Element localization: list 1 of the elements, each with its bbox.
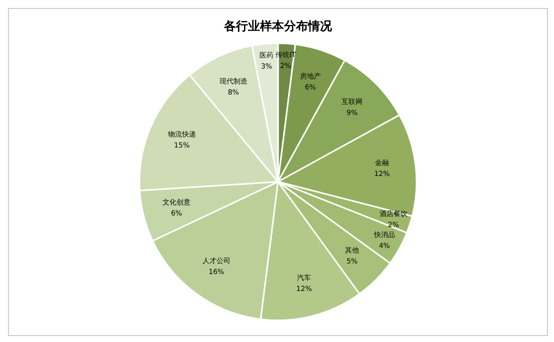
chart-title: 各行业样本分布情况 [223,19,333,33]
